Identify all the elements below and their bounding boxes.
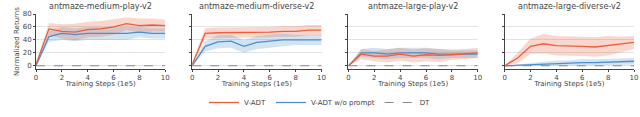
svg-text:2: 2 [528,74,532,82]
svg-text:0: 0 [27,62,31,70]
svg-text:0: 0 [34,74,38,82]
svg-text:4: 4 [398,74,403,82]
svg-text:80: 80 [23,10,32,18]
svg-text:0: 0 [346,74,350,82]
svg-text:antmaze-medium-play-v2: antmaze-medium-play-v2 [49,2,152,11]
svg-text:10: 10 [317,74,326,82]
svg-text:10: 10 [630,74,639,82]
svg-text:Normalized Returns: Normalized Returns [13,7,21,76]
svg-text:Training Steps (1e5): Training Steps (1e5) [64,80,136,88]
svg-text:8: 8 [293,74,297,82]
svg-text:0: 0 [502,74,506,82]
svg-text:20: 20 [23,49,32,57]
svg-text:6: 6 [268,74,273,82]
svg-text:Training Steps (1e5): Training Steps (1e5) [377,80,449,88]
svg-text:V-ADT w/o prompt: V-ADT w/o prompt [311,99,375,107]
svg-text:10: 10 [161,74,170,82]
svg-text:antmaze-medium-diverse-v2: antmaze-medium-diverse-v2 [199,2,314,11]
svg-text:antmaze-large-diverse-v2: antmaze-large-diverse-v2 [518,2,621,11]
svg-text:0: 0 [190,74,194,82]
svg-text:8: 8 [606,74,610,82]
svg-text:4: 4 [242,74,247,82]
svg-text:Training Steps (1e5): Training Steps (1e5) [221,80,293,88]
svg-text:4: 4 [85,74,90,82]
svg-text:40: 40 [23,36,32,44]
svg-text:10: 10 [473,74,482,82]
svg-text:V-ADT: V-ADT [244,99,266,107]
svg-text:6: 6 [424,74,429,82]
svg-text:6: 6 [111,74,116,82]
svg-text:8: 8 [450,74,454,82]
svg-text:4: 4 [554,74,559,82]
svg-text:6: 6 [580,74,585,82]
svg-text:antmaze-large-play-v2: antmaze-large-play-v2 [368,2,458,11]
svg-text:2: 2 [216,74,220,82]
svg-text:8: 8 [137,74,141,82]
svg-text:DT: DT [420,99,430,107]
svg-text:Training Steps (1e5): Training Steps (1e5) [533,80,605,88]
svg-text:2: 2 [372,74,376,82]
svg-text:60: 60 [23,23,32,31]
svg-text:2: 2 [60,74,64,82]
